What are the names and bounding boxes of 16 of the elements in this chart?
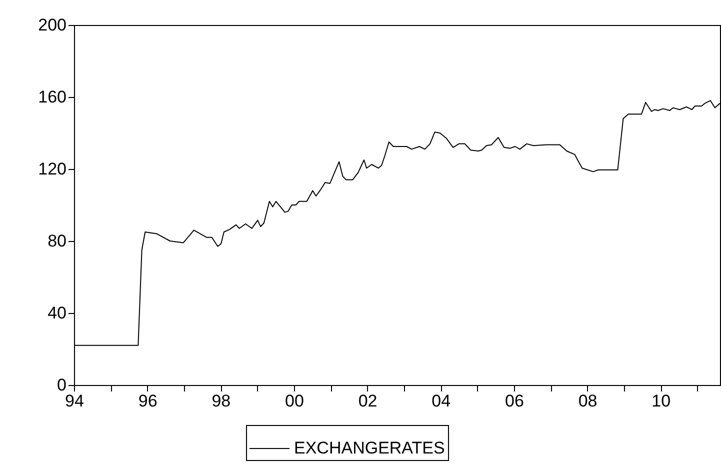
y-tick-label: 200 bbox=[38, 16, 66, 34]
x-tick-label: 00 bbox=[285, 392, 304, 410]
x-tick-label: 10 bbox=[652, 392, 671, 410]
x-tick-label: 94 bbox=[65, 392, 84, 410]
x-tick-label: 06 bbox=[504, 392, 524, 410]
y-tick-label: 0 bbox=[57, 376, 66, 394]
x-tick-label: 08 bbox=[578, 392, 598, 410]
x-tick-label: 98 bbox=[212, 392, 231, 410]
y-tick-label: 160 bbox=[38, 88, 66, 106]
x-tick-label: 96 bbox=[138, 392, 158, 410]
legend-label: EXCHANGERATES bbox=[294, 438, 445, 458]
x-tick-label: 02 bbox=[358, 392, 378, 410]
y-tick-label: 40 bbox=[48, 304, 66, 322]
y-tick-label: 80 bbox=[48, 232, 66, 250]
x-tick-label: 04 bbox=[432, 392, 451, 410]
y-tick-label: 120 bbox=[38, 160, 66, 178]
